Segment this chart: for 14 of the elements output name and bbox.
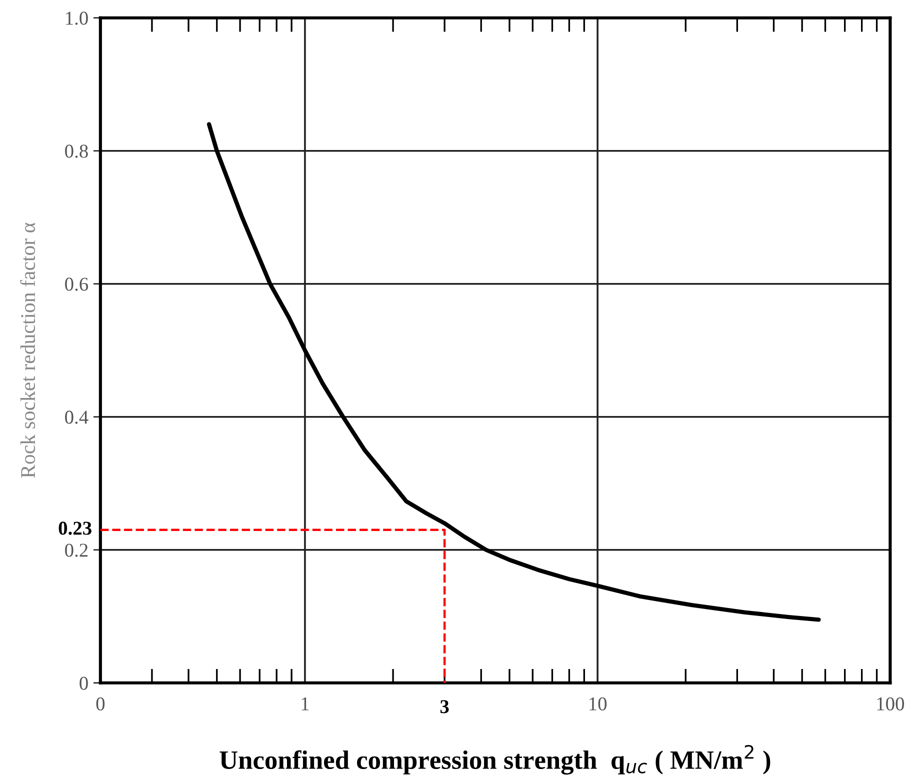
annotation: 0.23 (58, 522, 92, 535)
x-tick-label: 100 (877, 697, 904, 710)
x-tick-label: 10 (590, 697, 607, 710)
y-tick-label: 0.4 (65, 410, 88, 424)
y-tick-label: 0 (80, 676, 88, 690)
y-tick-label: 1.0 (66, 12, 88, 25)
y-axis-title: Rock socket reduction factor α (20, 222, 36, 478)
x-tick-label: 1 (302, 697, 309, 710)
y-tick-label: 0.8 (65, 144, 88, 158)
x-axis-title: Unconfined compression strength q$_{uc}$ ( MN/m$^{2}$ ) (220, 744, 770, 775)
x-tick-label: 0 (96, 697, 105, 710)
y-tick-label: 0.6 (65, 278, 88, 291)
annotation: 3 (440, 700, 449, 714)
y-tick-label: 0.2 (65, 544, 88, 557)
